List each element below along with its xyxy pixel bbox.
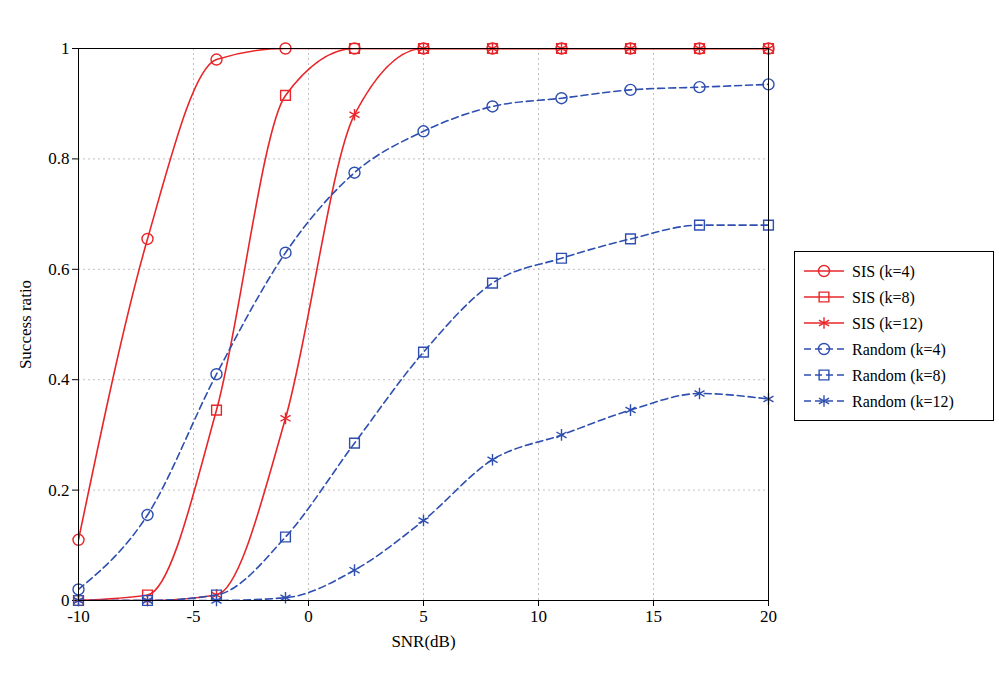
- svg-text:SNR(dB): SNR(dB): [391, 632, 455, 651]
- svg-text:-5: -5: [186, 607, 200, 626]
- svg-text:15: 15: [645, 607, 662, 626]
- svg-text:SIS (k=12): SIS (k=12): [852, 315, 923, 333]
- svg-text:1: 1: [61, 39, 70, 58]
- svg-text:SIS (k=8): SIS (k=8): [852, 289, 915, 307]
- svg-text:0.6: 0.6: [48, 260, 69, 279]
- svg-text:0: 0: [61, 590, 70, 610]
- svg-text:Success ratio: Success ratio: [16, 280, 35, 369]
- svg-text:10: 10: [530, 607, 547, 626]
- svg-text:20: 20: [760, 607, 777, 626]
- svg-text:SIS (k=4): SIS (k=4): [852, 263, 915, 281]
- svg-text:Random (k=12): Random (k=12): [852, 393, 954, 411]
- svg-text:0.8: 0.8: [48, 149, 69, 168]
- svg-text:0.2: 0.2: [48, 481, 69, 500]
- svg-text:0.4: 0.4: [48, 370, 70, 389]
- svg-text:5: 5: [419, 607, 428, 626]
- svg-text:Random (k=4): Random (k=4): [852, 341, 946, 359]
- svg-text:0: 0: [304, 607, 313, 626]
- svg-text:-10: -10: [67, 607, 90, 626]
- svg-text:Random (k=8): Random (k=8): [852, 367, 946, 385]
